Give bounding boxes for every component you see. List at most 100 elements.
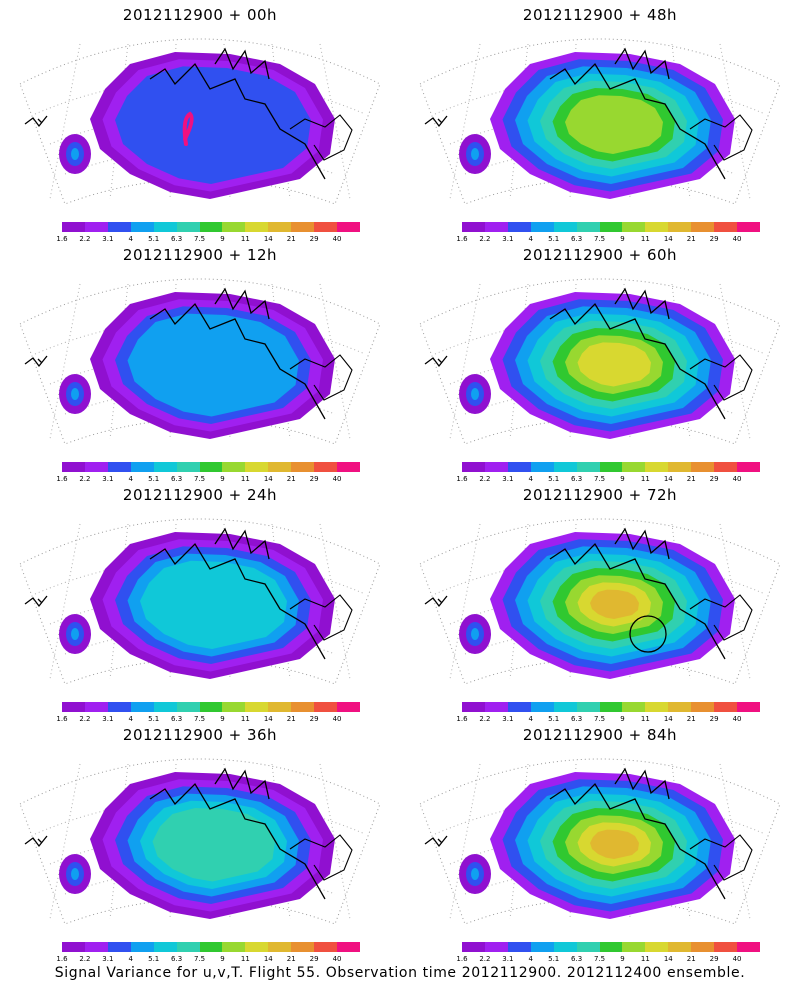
- forecast-map: [419, 278, 781, 445]
- variance-contour: [590, 589, 639, 619]
- panel-title: 2012112900 + 00h: [122, 6, 278, 24]
- colorbar-tick-label: 21: [686, 235, 696, 243]
- colorbar-swatch: [576, 942, 600, 952]
- target-circle: [629, 615, 667, 653]
- colorbar-tick-label: 6.3: [571, 955, 583, 963]
- colorbar-tick-label: 14: [263, 715, 273, 723]
- colorbar-swatch: [714, 222, 738, 232]
- colorbar-swatch: [507, 222, 531, 232]
- colorbar-swatch: [314, 462, 338, 472]
- coastline: [214, 767, 270, 800]
- colorbar-tick-label: 4: [128, 235, 133, 243]
- colorbar-tick-label: 11: [640, 715, 650, 723]
- colorbar-swatch: [668, 942, 692, 952]
- colorbar-swatch: [107, 222, 131, 232]
- colorbar-swatch: [530, 462, 554, 472]
- colorbar-swatch: [62, 462, 85, 472]
- coastline: [289, 114, 353, 161]
- coastline: [424, 355, 448, 368]
- latitude-gridline: [464, 868, 736, 895]
- colorbar-swatch: [84, 942, 108, 952]
- colorbar-swatch: [714, 462, 738, 472]
- colorbar-swatch: [84, 222, 108, 232]
- coastline: [549, 542, 726, 660]
- colorbar-tick-label: 5.1: [548, 475, 560, 483]
- colorbar-tick-label: 7.5: [593, 235, 606, 243]
- colorbar-tick-label: 21: [286, 955, 296, 963]
- colorbar-labels: 1.6 2.2 3.1 4 5.1 6.3 7.5 9 11 14 21 29 40: [456, 235, 760, 245]
- colorbar-tick-label: 40: [332, 235, 342, 243]
- colorbar-swatch: [507, 462, 531, 472]
- colorbar-tick-label: 7.5: [193, 715, 206, 723]
- colorbar-tick-label: 21: [686, 955, 696, 963]
- colorbar-tick-label: 14: [663, 715, 673, 723]
- colorbar-tick-label: 2.2: [79, 235, 91, 243]
- colorbar-tick-label: 7.5: [193, 955, 206, 963]
- coastline: [214, 287, 270, 320]
- colorbar-tick-label: 7.5: [193, 475, 206, 483]
- colorbar: [62, 702, 360, 712]
- coastline: [424, 835, 448, 848]
- coastline: [289, 834, 353, 881]
- colorbar-tick-label: 29: [709, 475, 719, 483]
- coastline: [689, 594, 753, 641]
- colorbar-swatch: [645, 702, 669, 712]
- coastline: [24, 355, 48, 368]
- colorbar-swatch: [268, 942, 292, 952]
- colorbar-tick-label: 3.1: [502, 235, 514, 243]
- colorbar-swatch: [622, 462, 646, 472]
- latitude-gridline: [464, 388, 736, 415]
- colorbar-labels: 1.6 2.2 3.1 4 5.1 6.3 7.5 9 11 14 21 29 40: [456, 715, 760, 725]
- colorbar-tick-label: 2.2: [79, 715, 91, 723]
- colorbar-tick-label: 1.6: [456, 475, 468, 483]
- variance-contour: [71, 148, 79, 160]
- colorbar-swatch: [462, 462, 485, 472]
- latitude-gridline: [64, 388, 336, 415]
- map-panel-24h: 2012112900 + 24h 1.6 2.2 3.1 4 5.1 6.3 7.5 9 11 1…: [0, 480, 400, 723]
- colorbar-swatch: [622, 942, 646, 952]
- colorbar-tick-label: 1.6: [456, 715, 468, 723]
- colorbar-tick-label: 6.3: [171, 715, 183, 723]
- colorbar-swatch: [222, 222, 246, 232]
- figure-caption: Signal Variance for u,v,T. Flight 55. Ob…: [54, 965, 746, 981]
- colorbar-labels: 1.6 2.2 3.1 4 5.1 6.3 7.5 9 11 14 21 29 40: [56, 235, 360, 245]
- colorbar-tick-label: 3.1: [102, 955, 114, 963]
- colorbar-swatch: [107, 462, 131, 472]
- colorbar-swatch: [507, 702, 531, 712]
- variance-contour: [565, 95, 663, 154]
- colorbar-swatch: [314, 702, 338, 712]
- colorbar-swatch: [553, 222, 577, 232]
- colorbar-tick-label: 4: [128, 475, 133, 483]
- colorbar-tick-label: 4: [128, 955, 133, 963]
- colorbar: [462, 222, 760, 232]
- colorbar-tick-label: 9: [620, 715, 625, 723]
- colorbar-tick-label: 5.1: [148, 715, 160, 723]
- colorbar-tick-label: 3.1: [102, 235, 114, 243]
- coastline: [689, 114, 753, 161]
- colorbar-tick-label: 21: [286, 235, 296, 243]
- colorbar-swatch: [576, 462, 600, 472]
- colorbar-swatch: [268, 702, 292, 712]
- colorbar-swatch: [462, 702, 485, 712]
- colorbar-tick-label: 3.1: [502, 955, 514, 963]
- colorbar-tick-label: 9: [220, 475, 225, 483]
- colorbar-labels: 1.6 2.2 3.1 4 5.1 6.3 7.5 9 11 14 21 29 40: [56, 955, 360, 965]
- colorbar-swatch: [245, 942, 269, 952]
- colorbar-swatch: [84, 462, 108, 472]
- colorbar-swatch: [737, 702, 760, 712]
- latitude-gridline: [64, 628, 336, 655]
- panel-title: 2012112900 + 12h: [122, 246, 278, 264]
- colorbar-tick-label: 11: [640, 475, 650, 483]
- colorbar-swatch: [622, 222, 646, 232]
- colorbar-swatch: [153, 942, 177, 952]
- colorbar: [62, 462, 360, 472]
- colorbar-tick-label: 14: [263, 955, 273, 963]
- colorbar-tick-label: 29: [709, 715, 719, 723]
- map-panel-12h: 2012112900 + 12h 1.6 2.2 3.1 4 5.1 6.3 7.5 9 11 1…: [0, 240, 400, 483]
- colorbar-swatch: [153, 222, 177, 232]
- colorbar-swatch: [291, 462, 315, 472]
- colorbar-tick-label: 11: [240, 475, 250, 483]
- colorbar-tick-label: 1.6: [56, 955, 68, 963]
- colorbar-swatch: [530, 942, 554, 952]
- colorbar-swatch: [737, 462, 760, 472]
